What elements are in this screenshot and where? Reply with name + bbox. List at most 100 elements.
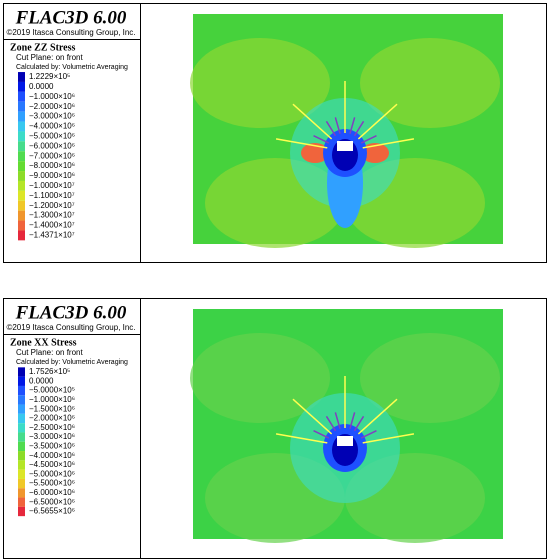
legend-swatch	[18, 180, 25, 191]
bolt	[325, 415, 337, 432]
bolt	[292, 398, 333, 435]
copyright: ©2019 Itasca Consulting Group, Inc.	[6, 323, 135, 332]
bolt	[362, 433, 415, 444]
legend-swatch	[18, 151, 25, 162]
bolt	[349, 412, 356, 429]
contour-plot	[190, 309, 503, 543]
legend-label: −6.5000×10⁶	[29, 497, 75, 506]
legend-swatch	[18, 460, 25, 470]
legend-label: −5.0000×10⁶	[29, 469, 75, 478]
legend-label: −5.5000×10⁶	[29, 479, 75, 488]
title: FLAC3D 6.00	[15, 302, 127, 323]
legend-swatch	[18, 171, 25, 181]
legend-swatch	[18, 367, 25, 377]
legend-label: −1.3000×10⁷	[29, 211, 75, 220]
legend-label: −2.0000×10⁶	[29, 102, 75, 111]
legend-swatch	[18, 141, 25, 152]
cut-plane: Cut Plane: on front	[16, 53, 83, 62]
legend-swatch	[18, 395, 25, 405]
legend-label: −5.0000×10⁵	[29, 386, 75, 395]
legend-label: −1.0000×10⁷	[29, 181, 75, 190]
contour-plot	[190, 14, 503, 248]
legend-swatch	[18, 413, 25, 424]
legend-swatch	[18, 497, 25, 507]
bolt	[334, 412, 341, 429]
quantity: Zone ZZ Stress	[10, 42, 75, 53]
quantity: Zone XX Stress	[10, 337, 77, 348]
bolt	[313, 134, 330, 144]
legend-label: −1.5000×10⁶	[29, 404, 75, 413]
legend-swatch	[18, 478, 25, 489]
bolt	[357, 398, 398, 435]
legend-swatch	[18, 376, 25, 386]
legend-swatch	[18, 404, 25, 414]
legend-label: −1.4000×10⁷	[29, 221, 75, 230]
legend-label: −8.0000×10⁶	[29, 161, 75, 170]
bolt	[292, 103, 333, 140]
legend-swatch	[18, 161, 25, 172]
legend-swatch	[18, 200, 25, 211]
bolt	[360, 134, 377, 144]
legend-label: −1.0000×10⁶	[29, 92, 75, 101]
averaging: Calculated by: Volumetric Averaging	[16, 64, 128, 71]
legend-label: −6.0000×10⁶	[29, 141, 75, 150]
legend-swatch	[18, 441, 25, 452]
legend-swatch	[18, 81, 25, 92]
legend-label: −1.1000×10⁷	[29, 191, 75, 200]
legend-label: −1.2000×10⁷	[29, 201, 75, 210]
bolt	[349, 117, 356, 134]
legend-swatch	[18, 220, 25, 231]
tunnel	[337, 141, 353, 151]
legend-label: −3.0000×10⁶	[29, 432, 75, 441]
legend-label: −3.5000×10⁶	[29, 442, 75, 451]
legend-swatch	[18, 91, 25, 102]
title: FLAC3D 6.00	[15, 7, 127, 28]
legend-swatch	[18, 506, 25, 517]
legend-label: −1.0000×10⁶	[29, 395, 75, 404]
bolt	[360, 429, 377, 439]
legend-swatch	[18, 451, 25, 461]
bolt	[357, 103, 398, 140]
legend-label: 0.0000	[29, 82, 54, 91]
bolt	[313, 429, 330, 439]
legend-label: −1.4371×10⁷	[29, 231, 75, 240]
cut-plane: Cut Plane: on front	[16, 348, 83, 357]
legend-swatch	[18, 488, 25, 498]
panel-border	[3, 298, 547, 559]
legend-swatch	[18, 72, 25, 82]
legend-swatch	[18, 469, 25, 479]
tunnel	[337, 436, 353, 446]
legend-label: 1.2229×10⁵	[29, 72, 70, 81]
legend-label: −7.0000×10⁶	[29, 151, 75, 160]
legend-swatch	[18, 190, 25, 201]
legend-swatch	[18, 432, 25, 442]
legend-swatch	[18, 131, 25, 142]
bolt	[275, 433, 328, 444]
legend-swatch	[18, 210, 25, 221]
panel-border	[3, 3, 547, 263]
legend-label: −9.0000×10⁶	[29, 171, 75, 180]
legend-swatch	[18, 111, 25, 122]
legend-swatch	[18, 121, 25, 132]
contour-hot	[301, 143, 329, 163]
bolt	[275, 138, 328, 149]
legend-label: −3.0000×10⁶	[29, 112, 75, 121]
bolt	[334, 117, 341, 134]
legend-label: 0.0000	[29, 376, 54, 385]
legend-swatch	[18, 101, 25, 112]
contour-hot	[361, 143, 389, 163]
legend-swatch	[18, 423, 25, 433]
bolt	[353, 120, 365, 137]
legend-label: −5.0000×10⁶	[29, 132, 75, 141]
legend-label: −4.5000×10⁶	[29, 460, 75, 469]
legend-swatch	[18, 385, 25, 396]
legend-label: −4.0000×10⁶	[29, 122, 75, 131]
bolt	[353, 415, 365, 432]
legend-label: 1.7526×10⁵	[29, 367, 70, 376]
averaging: Calculated by: Volumetric Averaging	[16, 359, 128, 366]
copyright: ©2019 Itasca Consulting Group, Inc.	[6, 28, 135, 37]
bolt	[325, 120, 337, 137]
legend-label: −4.0000×10⁶	[29, 451, 75, 460]
legend-label: −6.0000×10⁶	[29, 488, 75, 497]
legend-label: −6.5655×10⁶	[29, 507, 75, 516]
